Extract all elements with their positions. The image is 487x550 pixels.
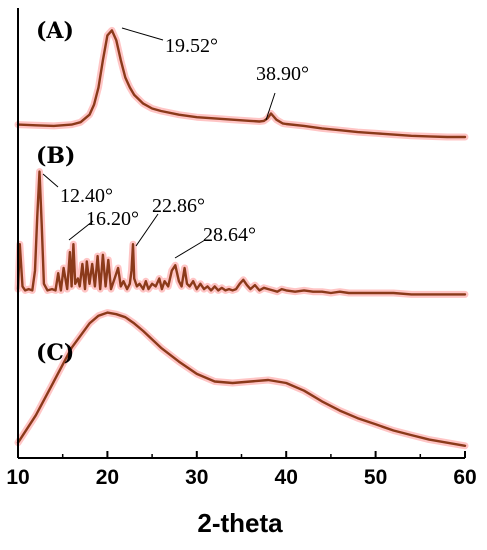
peak-leader-line bbox=[135, 213, 159, 247]
x-tick-label: 50 bbox=[364, 466, 387, 489]
peak-annotation: 19.52° bbox=[165, 35, 218, 57]
peak-leader-line bbox=[265, 92, 276, 121]
peak-leader-line bbox=[121, 27, 164, 41]
series-glow-3 bbox=[14, 309, 469, 450]
x-tick-label: 10 bbox=[6, 466, 29, 489]
series-line-2 bbox=[16, 170, 467, 296]
x-axis-label: 2-theta bbox=[197, 508, 283, 538]
annotation-layer: 19.52° 38.90° 12.40°16.20° 22.86° 28.64° bbox=[42, 27, 309, 259]
series-line-3 bbox=[16, 311, 467, 447]
series-layer bbox=[16, 29, 467, 447]
peak-annotation: 22.86° bbox=[152, 195, 205, 217]
peak-leader-line bbox=[174, 239, 206, 259]
x-tick-label: 40 bbox=[275, 466, 298, 489]
panel-label-3: (C) bbox=[36, 340, 74, 366]
peak-annotation: 38.90° bbox=[256, 63, 309, 85]
x-tick-label: 20 bbox=[96, 466, 119, 489]
peak-leader-line bbox=[42, 173, 59, 188]
series-line-1 bbox=[16, 29, 467, 139]
panel-label-layer: (A) (B) (C) bbox=[36, 18, 75, 366]
panel-label-2: (B) bbox=[36, 143, 75, 169]
peak-annotation: 16.20° bbox=[86, 208, 139, 230]
x-tick-label: 30 bbox=[185, 466, 208, 489]
x-tick-label: 60 bbox=[453, 466, 476, 489]
peak-annotation: 28.64° bbox=[203, 224, 256, 246]
peak-annotation: 12.40° bbox=[60, 185, 113, 207]
peak-leader-line bbox=[68, 220, 94, 241]
panel-label-1: (A) bbox=[36, 18, 74, 44]
x-axis: 10 20 30 40 50 60 bbox=[6, 8, 477, 489]
